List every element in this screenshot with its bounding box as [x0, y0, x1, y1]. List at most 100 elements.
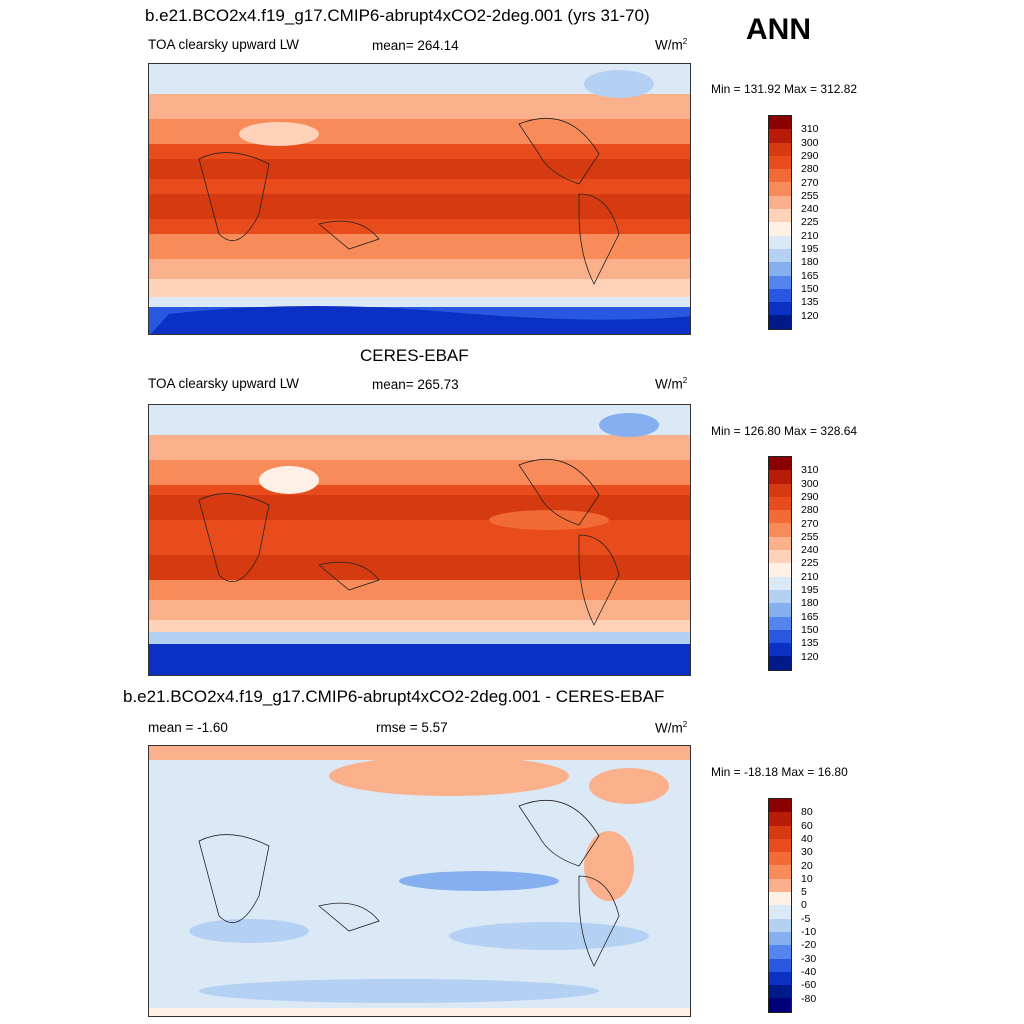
colorbar-swatch — [769, 155, 791, 170]
colorbar-swatch — [769, 563, 791, 577]
panel-1-minmax: Min = 131.92 Max = 312.82 — [711, 82, 858, 96]
colorbar-swatch — [769, 945, 791, 959]
colorbar-tick-label: 280 — [801, 504, 819, 517]
colorbar-swatch — [769, 905, 791, 919]
colorbar-tick-label: 300 — [801, 477, 819, 490]
colorbar-tick-label: 5 — [801, 886, 807, 899]
colorbar-swatch — [769, 589, 791, 604]
colorbar-tick-label: 180 — [801, 256, 819, 269]
colorbar-tick-label: 10 — [801, 872, 813, 885]
colorbar-tick-label: 0 — [801, 899, 807, 912]
panel-2-units: W/m2 — [655, 376, 688, 392]
colorbar-tick-label: 180 — [801, 597, 819, 610]
colorbar-swatch — [769, 985, 791, 999]
colorbar-tick-label: 120 — [801, 309, 819, 322]
colorbar-tick-label: 310 — [801, 123, 819, 136]
colorbar-tick-label: 240 — [801, 544, 819, 557]
colorbar-swatch — [769, 262, 791, 276]
colorbar-tick-label: 135 — [801, 296, 819, 309]
colorbar-tick-label: 255 — [801, 189, 819, 202]
colorbar-tick-label: 80 — [801, 806, 813, 819]
colorbar-tick-label: 310 — [801, 464, 819, 477]
colorbar-tick-label: -30 — [801, 952, 817, 965]
colorbar-tick-label: -10 — [801, 926, 817, 938]
colorbar-tick-label: 120 — [801, 650, 819, 663]
colorbar-swatch — [769, 825, 791, 839]
colorbar-swatch — [769, 958, 791, 972]
colorbar-swatch — [769, 169, 791, 183]
colorbar-swatch — [769, 248, 791, 263]
colorbar-tick-label: 290 — [801, 490, 819, 503]
colorbar-swatch — [769, 470, 791, 484]
colorbar-tick-label: 225 — [801, 557, 819, 570]
colorbar-tick-label: 300 — [801, 136, 819, 149]
panel-3-title: b.e21.BCO2x4.f19_g17.CMIP6-abrupt4xCO2-2… — [123, 687, 665, 706]
colorbar-swatch — [769, 616, 791, 630]
colorbar-swatch — [769, 483, 791, 497]
colorbar-swatch — [769, 129, 791, 143]
panel-1-title: b.e21.BCO2x4.f19_g17.CMIP6-abrupt4xCO2-2… — [145, 6, 650, 25]
panel-1-variable: TOA clearsky upward LW — [148, 37, 300, 52]
colorbar-swatch — [769, 195, 791, 210]
colorbar-swatch — [769, 523, 791, 537]
colorbar-tick-label: -80 — [801, 992, 817, 1005]
colorbar-swatch — [769, 288, 791, 303]
panel-1-mean: mean= 264.14 — [372, 38, 459, 53]
panel-2-title: CERES-EBAF — [360, 346, 469, 365]
colorbar-swatch — [769, 838, 791, 853]
colorbar-tick-label: 150 — [801, 282, 819, 295]
colorbar-swatch — [769, 550, 791, 564]
panel-2-minmax: Min = 126.80 Max = 328.64 — [711, 424, 858, 438]
colorbar-swatch — [769, 457, 791, 471]
colorbar-swatch — [769, 892, 791, 906]
colorbar-swatch — [769, 496, 791, 511]
colorbar-tick-label: 270 — [801, 517, 819, 530]
panel-2-colorbar — [768, 456, 792, 671]
colorbar-swatch — [769, 315, 791, 329]
colorbar-swatch — [769, 603, 791, 617]
panel-3-mean: mean = -1.60 — [148, 720, 228, 735]
colorbar-swatch — [769, 878, 791, 893]
colorbar-tick-label: 255 — [801, 530, 819, 543]
colorbar-tick-label: 270 — [801, 176, 819, 189]
colorbar-swatch — [769, 116, 791, 130]
colorbar-tick-label: 40 — [801, 832, 813, 845]
colorbar-tick-label: -60 — [801, 979, 817, 992]
panel-3-minmax: Min = -18.18 Max = 16.80 — [711, 765, 848, 779]
colorbar-swatch — [769, 510, 791, 524]
colorbar-tick-label: 210 — [801, 570, 819, 583]
panel-3-rmse: rmse = 5.57 — [376, 720, 448, 735]
colorbar-tick-label: -5 — [801, 912, 811, 925]
colorbar-swatch — [769, 931, 791, 946]
colorbar-swatch — [769, 629, 791, 644]
colorbar-swatch — [769, 182, 791, 196]
panel-2-variable: TOA clearsky upward LW — [148, 376, 300, 391]
colorbar-swatch — [769, 275, 791, 289]
colorbar-swatch — [769, 998, 791, 1012]
colorbar-swatch — [769, 971, 791, 986]
colorbar-tick-label: 20 — [801, 859, 813, 872]
panel-3-map — [148, 745, 691, 1017]
colorbar-tick-label: 165 — [801, 610, 819, 623]
colorbar-swatch — [769, 536, 791, 551]
colorbar-swatch — [769, 235, 791, 249]
colorbar-swatch — [769, 812, 791, 826]
colorbar-tick-label: 195 — [801, 243, 819, 255]
panel-1-colorbar — [768, 115, 792, 330]
colorbar-swatch — [769, 799, 791, 813]
colorbar-swatch — [769, 865, 791, 879]
colorbar-tick-label: 280 — [801, 163, 819, 176]
colorbar-tick-label: -20 — [801, 939, 817, 952]
colorbar-swatch — [769, 142, 791, 156]
colorbar-tick-label: 225 — [801, 216, 819, 229]
colorbar-tick-label: 165 — [801, 269, 819, 282]
colorbar-tick-label: 210 — [801, 229, 819, 242]
panel-2-map — [148, 404, 691, 676]
colorbar-swatch — [769, 918, 791, 932]
colorbar-swatch — [769, 576, 791, 590]
colorbar-swatch — [769, 302, 791, 316]
season-label: ANN — [746, 13, 811, 46]
panel-1-units: W/m2 — [655, 37, 688, 53]
colorbar-tick-label: -40 — [801, 965, 817, 978]
panel-3-units: W/m2 — [655, 720, 688, 736]
